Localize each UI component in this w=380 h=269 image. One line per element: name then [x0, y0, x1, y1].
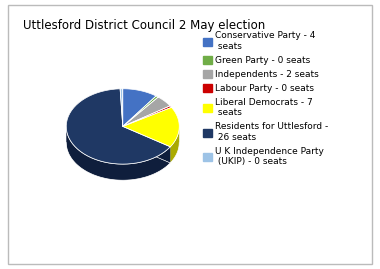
Polygon shape — [66, 89, 170, 164]
Polygon shape — [170, 125, 179, 163]
Polygon shape — [123, 107, 179, 147]
Polygon shape — [123, 97, 170, 126]
Polygon shape — [66, 128, 170, 180]
Legend: Conservative Party - 4
 seats, Green Party - 0 seats, Independents - 2 seats, La: Conservative Party - 4 seats, Green Part… — [200, 29, 331, 169]
Polygon shape — [120, 89, 123, 126]
Polygon shape — [123, 96, 158, 126]
Polygon shape — [123, 106, 171, 126]
Polygon shape — [123, 89, 156, 126]
Text: Uttlesford District Council 2 May election: Uttlesford District Council 2 May electi… — [23, 19, 266, 32]
